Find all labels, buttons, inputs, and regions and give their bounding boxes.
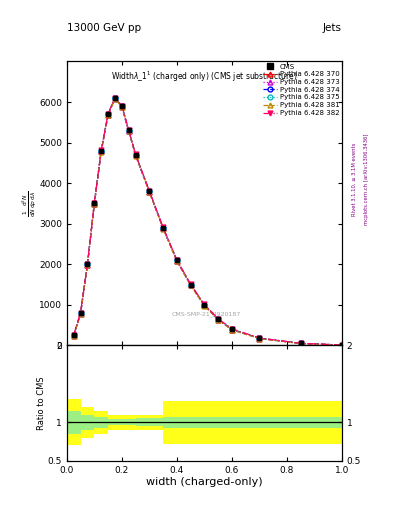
Text: Jets: Jets	[323, 23, 342, 33]
Text: 13000 GeV pp: 13000 GeV pp	[67, 23, 141, 33]
X-axis label: width (charged-only): width (charged-only)	[146, 477, 263, 487]
Legend: CMS, Pythia 6.428 370, Pythia 6.428 373, Pythia 6.428 374, Pythia 6.428 375, Pyt: CMS, Pythia 6.428 370, Pythia 6.428 373,…	[263, 63, 340, 117]
Text: Width$\lambda\_1^1$ (charged only) (CMS jet substructure): Width$\lambda\_1^1$ (charged only) (CMS …	[111, 70, 298, 84]
Y-axis label: Ratio to CMS: Ratio to CMS	[37, 376, 46, 430]
Text: mcplots.cern.ch [arXiv:1306.3436]: mcplots.cern.ch [arXiv:1306.3436]	[364, 134, 369, 225]
Text: CMS-SMP-21_JI920187: CMS-SMP-21_JI920187	[171, 311, 241, 317]
Y-axis label: $\frac{1}{\mathrm{d}N}\frac{\mathrm{d}^2N}{\mathrm{d}p\,\mathrm{d}\lambda}$: $\frac{1}{\mathrm{d}N}\frac{\mathrm{d}^2…	[20, 190, 38, 217]
Text: Rivet 3.1.10, ≥ 3.1M events: Rivet 3.1.10, ≥ 3.1M events	[352, 142, 357, 216]
